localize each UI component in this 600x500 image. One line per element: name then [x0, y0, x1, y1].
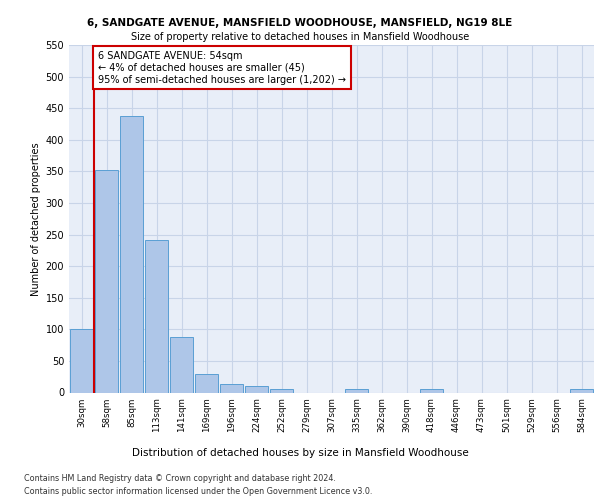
- Text: Contains public sector information licensed under the Open Government Licence v3: Contains public sector information licen…: [24, 486, 373, 496]
- Bar: [145, 240, 169, 392]
- Bar: [245, 386, 268, 392]
- Bar: [194, 374, 218, 392]
- Bar: [119, 116, 143, 392]
- Text: 6 SANDGATE AVENUE: 54sqm
← 4% of detached houses are smaller (45)
95% of semi-de: 6 SANDGATE AVENUE: 54sqm ← 4% of detache…: [98, 52, 346, 84]
- Y-axis label: Number of detached properties: Number of detached properties: [31, 142, 41, 296]
- Bar: [220, 384, 244, 392]
- Bar: [569, 390, 593, 392]
- Bar: [170, 337, 193, 392]
- Text: Size of property relative to detached houses in Mansfield Woodhouse: Size of property relative to detached ho…: [131, 32, 469, 42]
- Bar: [344, 388, 368, 392]
- Bar: [95, 170, 118, 392]
- Bar: [419, 390, 443, 392]
- Bar: [70, 330, 94, 392]
- Text: 6, SANDGATE AVENUE, MANSFIELD WOODHOUSE, MANSFIELD, NG19 8LE: 6, SANDGATE AVENUE, MANSFIELD WOODHOUSE,…: [88, 18, 512, 28]
- Bar: [269, 388, 293, 392]
- Text: Distribution of detached houses by size in Mansfield Woodhouse: Distribution of detached houses by size …: [131, 448, 469, 458]
- Text: Contains HM Land Registry data © Crown copyright and database right 2024.: Contains HM Land Registry data © Crown c…: [24, 474, 336, 483]
